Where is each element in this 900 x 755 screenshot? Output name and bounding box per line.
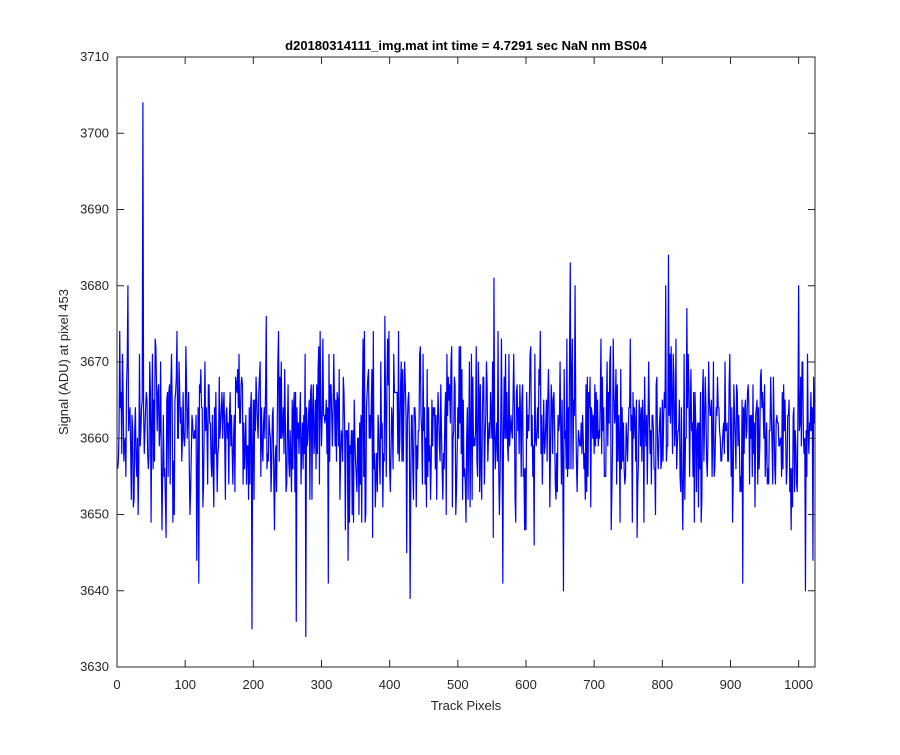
series-line: [117, 102, 816, 638]
x-tick-label: 600: [515, 677, 537, 692]
y-axis-label: Signal (ADU) at pixel 453: [56, 289, 71, 435]
y-tick-label: 3690: [80, 202, 109, 217]
y-tick-label: 3670: [80, 354, 109, 369]
y-tick-label: 3680: [80, 278, 109, 293]
y-tick-label: 3700: [80, 125, 109, 140]
x-tick-label: 900: [720, 677, 742, 692]
x-tick-label: 0: [113, 677, 120, 692]
x-tick-label: 100: [174, 677, 196, 692]
series-layer: [117, 102, 816, 638]
x-tick-label: 500: [447, 677, 469, 692]
x-axis: 0 100 200 300 400 500 600 700 800 900 1000: [113, 57, 813, 692]
y-tick-label: 3710: [80, 49, 109, 64]
y-tick-label: 3640: [80, 583, 109, 598]
y-tick-label: 3660: [80, 430, 109, 445]
x-tick-label: 700: [583, 677, 605, 692]
y-tick-label: 3650: [80, 507, 109, 522]
x-tick-label: 200: [242, 677, 264, 692]
x-tick-label: 300: [311, 677, 333, 692]
chart-title: d20180314111_img.mat int time = 4.7291 s…: [285, 38, 647, 53]
x-tick-label: 1000: [784, 677, 813, 692]
x-tick-label: 800: [651, 677, 673, 692]
x-axis-label: Track Pixels: [431, 698, 502, 713]
y-tick-label: 3630: [80, 659, 109, 674]
y-axis: 3630 3640 3650 3660 3670 3680 3690 3700 3710: [80, 49, 815, 674]
plot-area: [117, 57, 815, 667]
x-tick-label: 400: [379, 677, 401, 692]
